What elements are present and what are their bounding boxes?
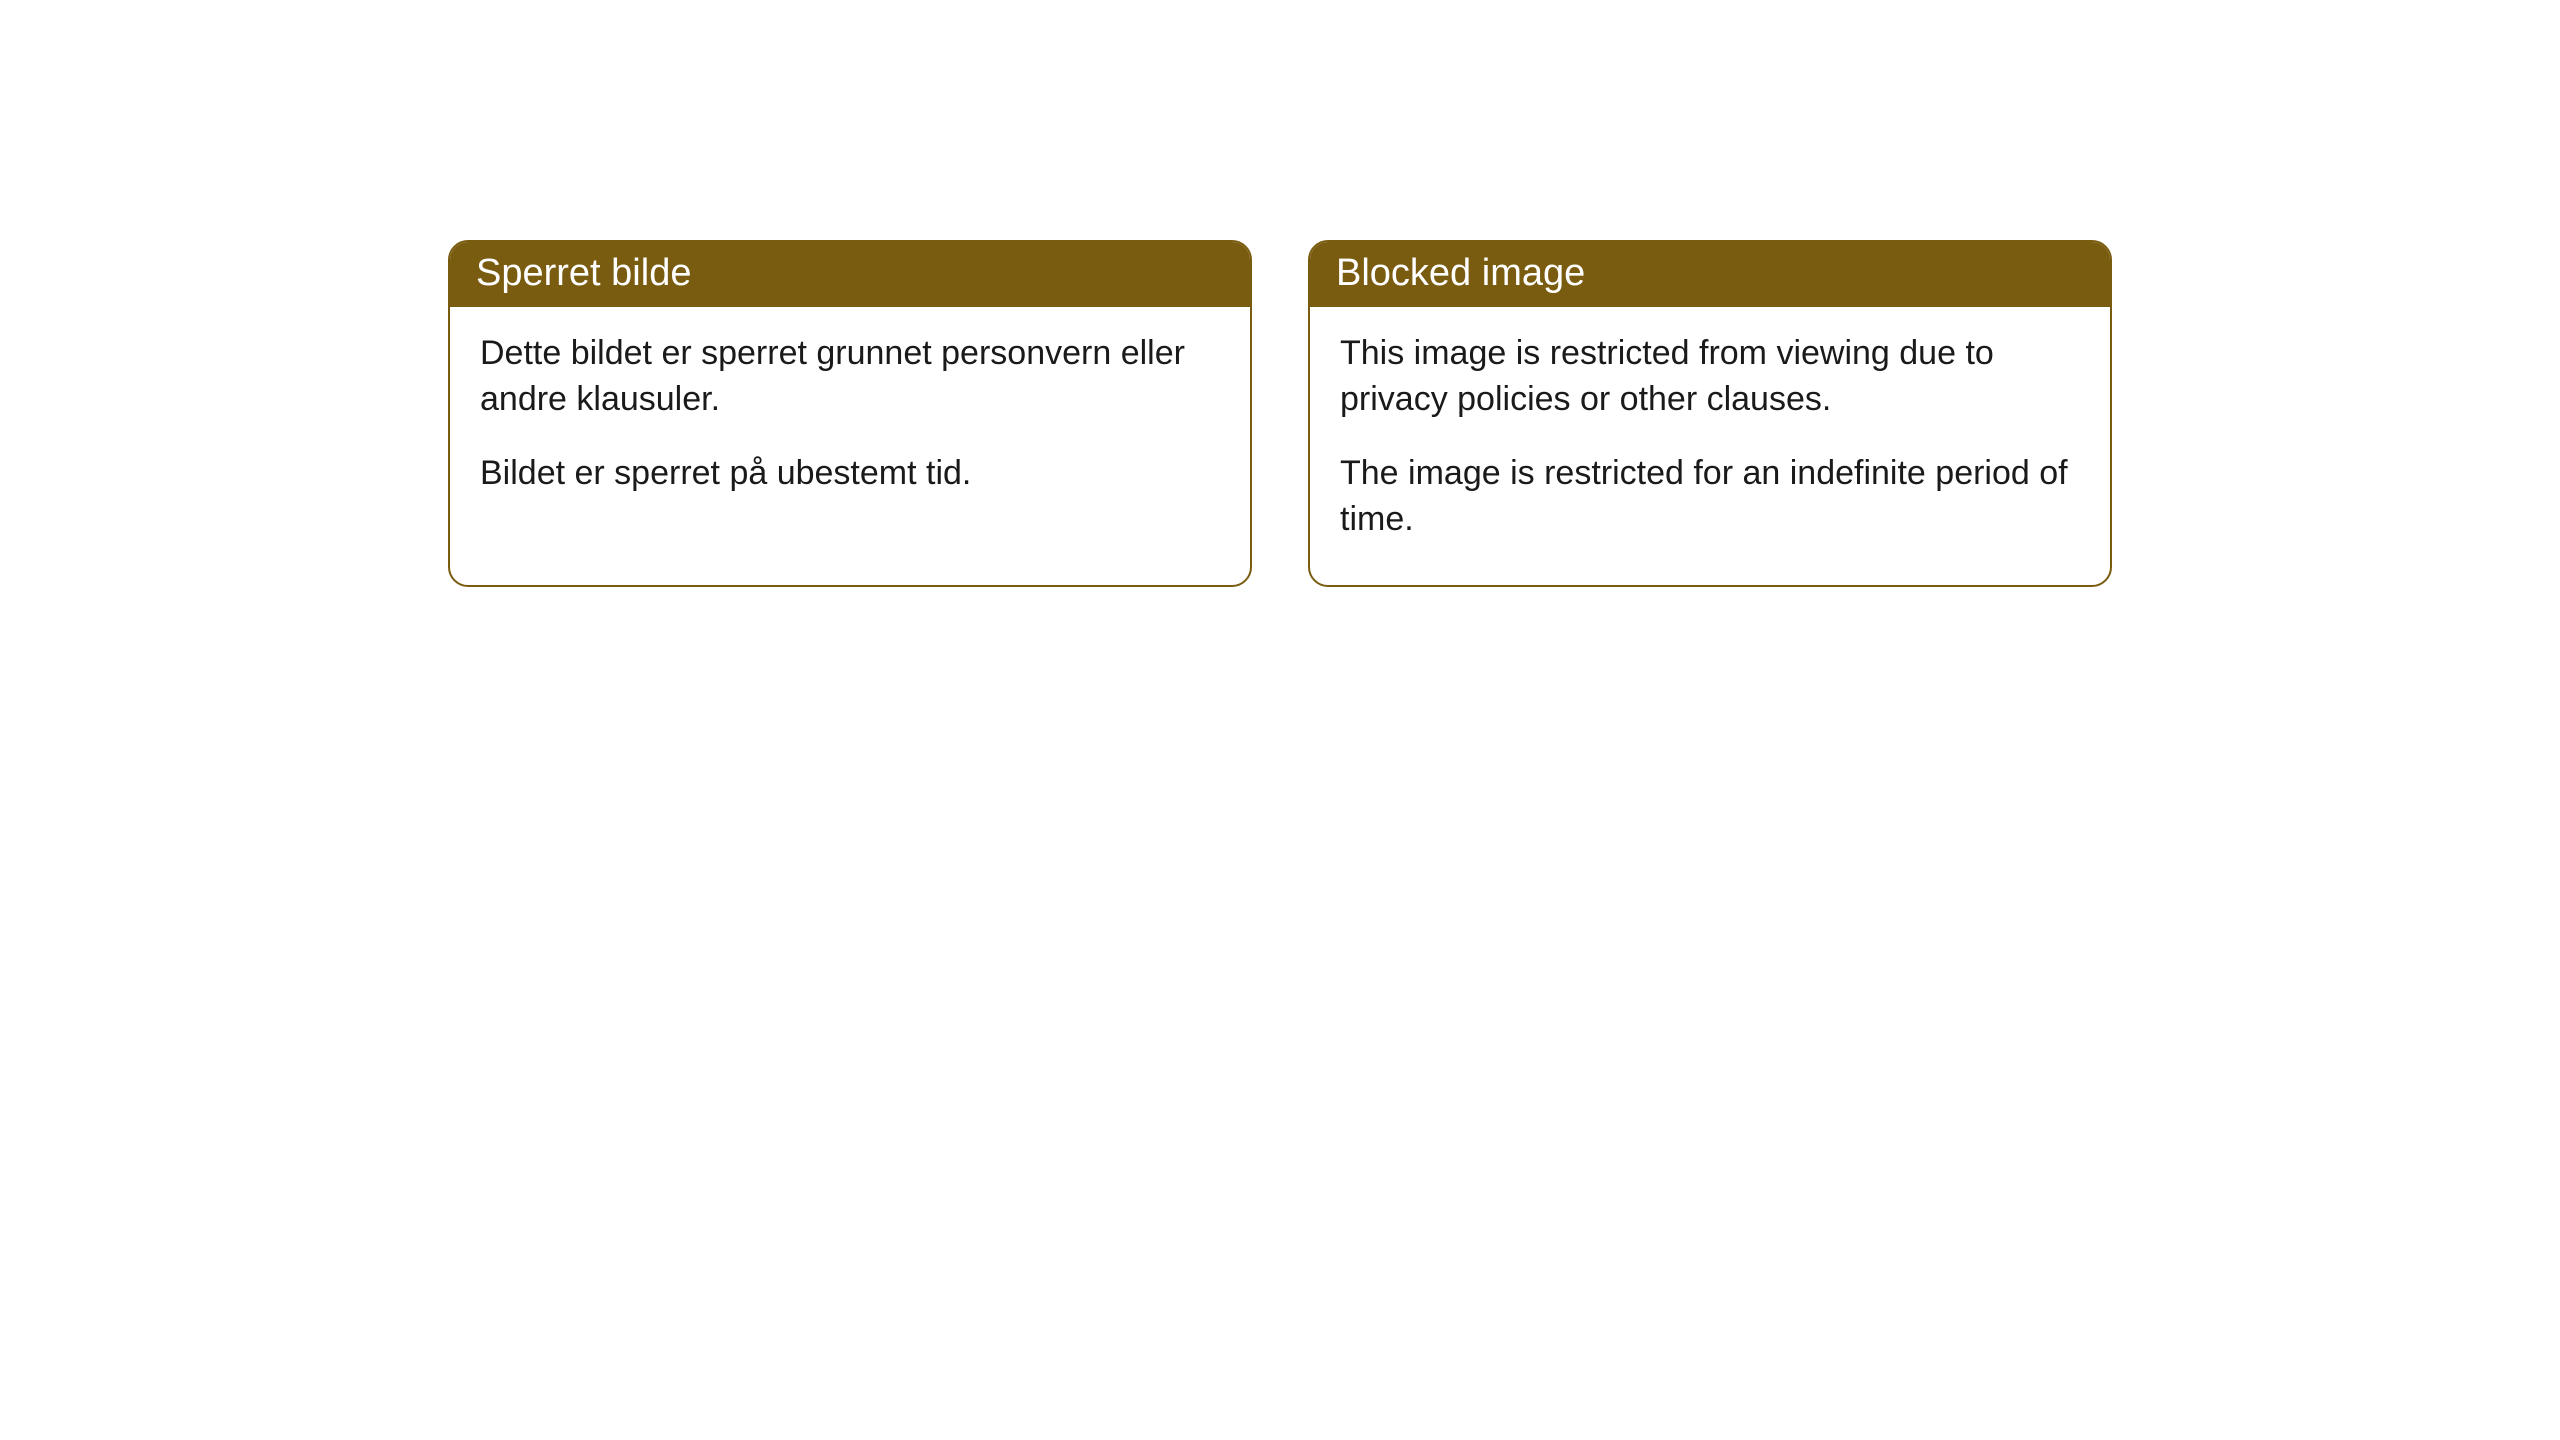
card-paragraph-2-en: The image is restricted for an indefinit… (1340, 451, 2080, 543)
card-header-no: Sperret bilde (450, 242, 1250, 307)
card-body-no: Dette bildet er sperret grunnet personve… (450, 307, 1250, 539)
blocked-image-card-en: Blocked image This image is restricted f… (1308, 240, 2112, 587)
card-header-en: Blocked image (1310, 242, 2110, 307)
card-paragraph-1-no: Dette bildet er sperret grunnet personve… (480, 331, 1220, 423)
card-paragraph-2-no: Bildet er sperret på ubestemt tid. (480, 451, 1220, 497)
card-paragraph-1-en: This image is restricted from viewing du… (1340, 331, 2080, 423)
blocked-image-card-no: Sperret bilde Dette bildet er sperret gr… (448, 240, 1252, 587)
card-body-en: This image is restricted from viewing du… (1310, 307, 2110, 585)
cards-container: Sperret bilde Dette bildet er sperret gr… (0, 0, 2560, 587)
